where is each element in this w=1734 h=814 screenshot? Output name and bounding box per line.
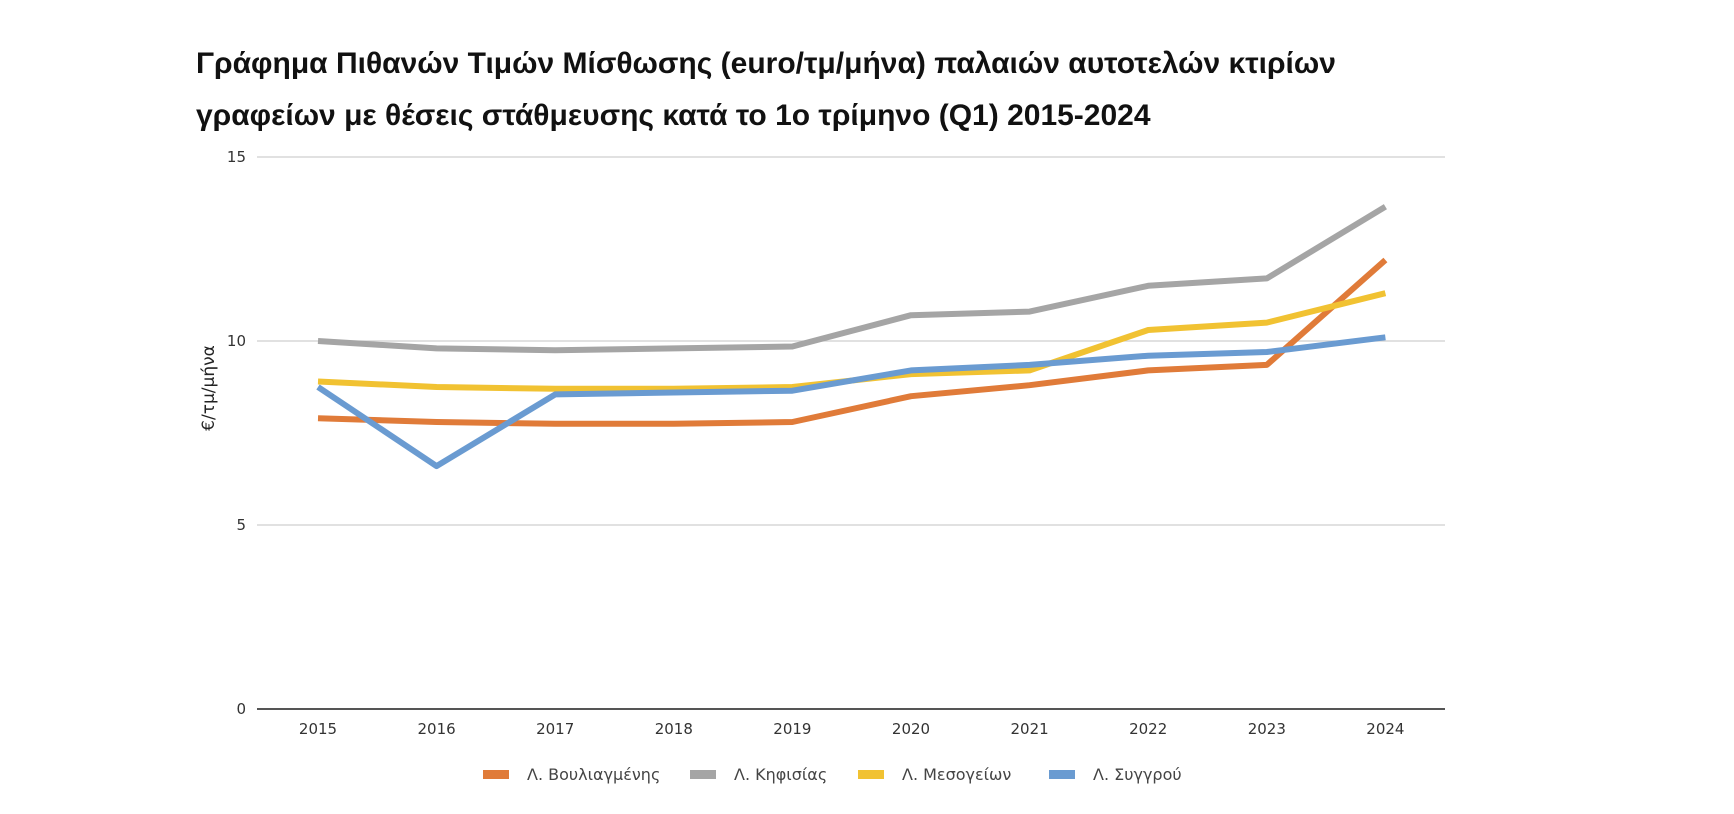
grid-lines [257,156,1445,710]
chart-title-line-2: γραφείων με θέσεις στάθμευσης κατά το 1ο… [196,99,1151,132]
x-tick-label: 2024 [1366,720,1404,738]
x-tick-label: 2020 [892,720,930,738]
legend-swatch [483,770,509,779]
chart-title: Γράφημα Πιθανών Τιμών Μίσθωσης (euro/τμ/… [196,38,1596,142]
legend-swatch [858,770,884,779]
legend-label: Λ. Βουλιαγμένης [527,765,660,784]
legend-label: Λ. Μεσογείων [902,765,1011,784]
series-lines [316,204,1388,470]
legend-label: Λ. Συγγρού [1093,765,1182,784]
legend-label: Λ. Κηφισίας [734,765,827,784]
chart-title-line-1: Γράφημα Πιθανών Τιμών Μίσθωσης (euro/τμ/… [196,47,1336,80]
x-tick-label: 2015 [299,720,337,738]
legend-swatch [1049,770,1075,779]
y-tick-label: 10 [227,332,246,350]
y-tick-label: 15 [227,148,246,166]
x-tick-label: 2018 [655,720,693,738]
series-line-2 [317,204,1387,354]
legend: Λ. Βουλιαγμένης Λ. Κηφισίας Λ. Μεσογείων Λ.… [483,765,1182,784]
y-tick-label: 0 [236,700,246,718]
x-tick-label: 2016 [418,720,456,738]
x-tick-label: 2017 [536,720,574,738]
series-line-4 [316,334,1386,470]
x-tick-label: 2022 [1129,720,1167,738]
legend-swatch [690,770,716,779]
x-tick-label: 2023 [1248,720,1286,738]
x-axis-ticks: 2015 2016 2017 2018 2019 2020 2021 2022 2023 2024 [299,720,1405,738]
y-axis-ticks: 0 5 10 15 [227,148,246,718]
x-tick-label: 2021 [1011,720,1049,738]
y-axis-label: €/τμ/μήνα [199,345,219,431]
y-tick-label: 5 [236,516,246,534]
x-tick-label: 2019 [773,720,811,738]
series-line-1 [317,257,1388,427]
